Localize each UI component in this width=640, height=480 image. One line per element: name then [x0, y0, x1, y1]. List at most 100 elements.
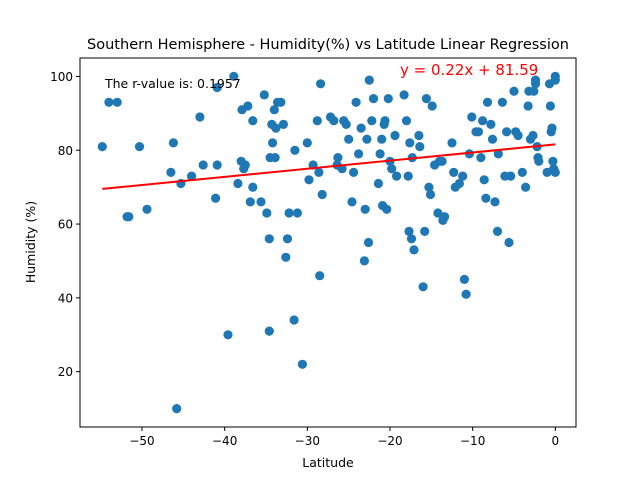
- y-tick-label: 60: [58, 218, 73, 232]
- data-point: [405, 138, 415, 148]
- data-point: [387, 164, 397, 174]
- regression-line: [102, 143, 556, 190]
- data-point: [528, 130, 538, 141]
- regression-equation-label: y = 0.22x + 81.59: [400, 61, 538, 79]
- data-point: [401, 116, 412, 126]
- data-point: [476, 153, 486, 163]
- data-point: [382, 204, 392, 214]
- data-point: [481, 193, 491, 203]
- data-point: [333, 153, 343, 163]
- r-value-annotation: The r-value is: 0.1957: [104, 76, 241, 91]
- x-tick-label: −10: [460, 434, 485, 448]
- data-point: [502, 127, 512, 137]
- data-point: [195, 112, 205, 122]
- data-point: [363, 237, 374, 248]
- data-point: [256, 197, 266, 207]
- data-point: [104, 97, 114, 107]
- data-point: [482, 97, 493, 107]
- data-point: [315, 271, 325, 281]
- plot-frame: [79, 57, 577, 428]
- data-point: [383, 94, 393, 104]
- data-point: [509, 86, 519, 96]
- data-point: [409, 245, 419, 255]
- data-point: [166, 167, 176, 177]
- data-point: [513, 130, 523, 141]
- data-point: [364, 75, 374, 85]
- data-point: [547, 123, 557, 133]
- data-point: [424, 182, 434, 192]
- data-point: [282, 234, 293, 244]
- data-point: [284, 208, 294, 218]
- data-point: [264, 234, 274, 244]
- data-point: [403, 171, 413, 181]
- data-point: [112, 97, 122, 107]
- data-point: [341, 119, 351, 129]
- data-point: [427, 101, 437, 111]
- data-point: [529, 86, 539, 96]
- y-tick-label: 80: [58, 144, 73, 158]
- data-point: [304, 175, 314, 185]
- data-point: [259, 90, 269, 100]
- data-point: [454, 178, 464, 189]
- data-point: [351, 97, 361, 107]
- data-point: [142, 204, 152, 214]
- data-point: [264, 326, 274, 336]
- data-point: [421, 94, 431, 104]
- data-point: [433, 208, 443, 218]
- data-point: [239, 164, 249, 174]
- x-axis-ticks: −50 −40 −30 −20 −10 0: [129, 427, 559, 448]
- data-point: [545, 101, 556, 111]
- regression-line-group: [102, 143, 556, 190]
- data-point: [268, 138, 278, 148]
- data-point: [404, 226, 414, 236]
- data-point: [497, 97, 507, 107]
- data-point: [377, 134, 387, 144]
- data-point: [278, 119, 288, 129]
- data-point: [356, 123, 366, 133]
- data-point: [168, 138, 178, 148]
- y-tick-label: 40: [58, 291, 73, 305]
- x-tick-label: −40: [212, 434, 237, 448]
- data-point: [521, 182, 531, 192]
- data-point: [437, 156, 447, 166]
- data-point: [406, 234, 417, 244]
- data-point: [134, 142, 145, 152]
- data-point: [97, 142, 107, 152]
- data-point: [486, 119, 496, 129]
- data-point: [420, 226, 430, 236]
- data-point: [493, 149, 503, 159]
- data-point: [506, 171, 516, 181]
- data-point: [440, 212, 450, 222]
- data-point: [302, 138, 312, 148]
- data-point: [124, 212, 134, 222]
- data-point: [487, 134, 498, 144]
- data-point: [392, 171, 402, 181]
- data-point: [415, 142, 425, 152]
- data-point: [292, 208, 302, 218]
- data-point: [248, 116, 258, 126]
- y-axis-ticks: 20 40 60 80 100: [50, 70, 80, 379]
- data-point: [187, 171, 197, 181]
- data-point: [290, 145, 300, 155]
- x-tick-label: 0: [552, 434, 560, 448]
- data-point: [316, 79, 326, 89]
- data-point: [478, 116, 488, 126]
- data-point: [368, 94, 379, 104]
- data-point: [269, 105, 279, 115]
- data-point: [530, 79, 541, 89]
- data-point: [367, 116, 377, 126]
- data-point: [344, 134, 354, 144]
- y-axis-label: Humidity (%): [23, 201, 38, 283]
- data-point: [447, 138, 457, 148]
- data-point: [248, 182, 258, 192]
- data-point: [314, 167, 324, 177]
- data-point: [458, 171, 468, 181]
- data-point: [449, 167, 459, 177]
- data-point: [390, 130, 400, 141]
- data-point: [473, 127, 484, 137]
- data-point: [281, 252, 291, 262]
- data-point: [375, 149, 385, 159]
- data-point: [373, 178, 383, 189]
- data-point: [329, 116, 339, 126]
- data-point: [359, 256, 369, 266]
